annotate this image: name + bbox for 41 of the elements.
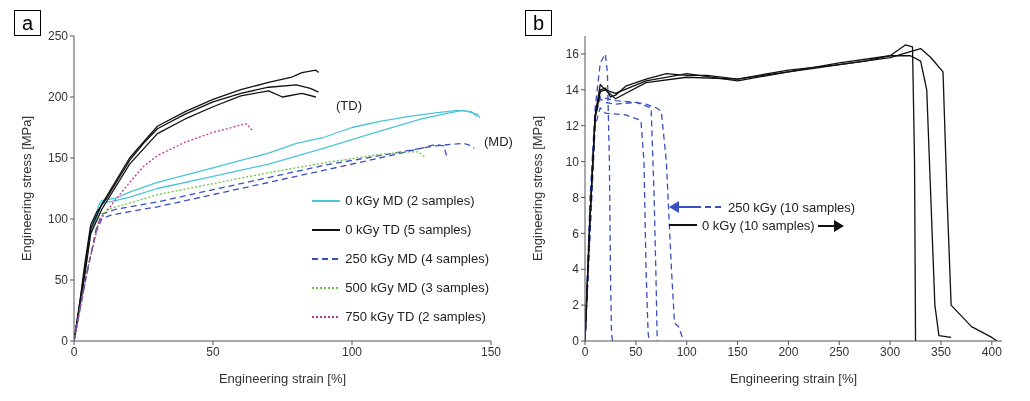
y-tick-label: 0 bbox=[572, 334, 580, 349]
y-tick-label: 0 bbox=[61, 334, 69, 349]
legend-label: 750 kGy TD (2 samples) bbox=[345, 309, 486, 324]
x-tick-label: 400 bbox=[981, 344, 1003, 359]
legend-label: 500 kGy MD (3 samples) bbox=[345, 280, 489, 295]
y-tick-label: 200 bbox=[47, 90, 69, 105]
y-tick-label: 250 bbox=[47, 29, 69, 44]
chart-title: a bbox=[14, 10, 42, 36]
y-tick-label: 150 bbox=[47, 151, 69, 166]
annotation: (TD) bbox=[336, 98, 362, 113]
chart-title: b bbox=[525, 10, 553, 36]
y-tick-label: 100 bbox=[47, 212, 69, 227]
x-axis-title: Engineering strain [%] bbox=[218, 371, 347, 386]
x-tick-label: 100 bbox=[341, 344, 363, 359]
legend-label: 250 kGy MD (4 samples) bbox=[345, 251, 489, 266]
y-tick-label: 8 bbox=[572, 190, 580, 205]
y-tick-label: 6 bbox=[572, 226, 580, 241]
y-tick-label: 2 bbox=[572, 298, 580, 313]
legend-label: 0 kGy TD (5 samples) bbox=[345, 222, 472, 237]
x-tick-label: 350 bbox=[930, 344, 952, 359]
y-tick-label: 12 bbox=[565, 118, 580, 133]
legend-label: 0 kGy (10 samples) bbox=[702, 217, 815, 233]
x-tick-label: 50 bbox=[629, 344, 643, 359]
x-tick-label: 150 bbox=[727, 344, 748, 359]
y-tick-label: 10 bbox=[565, 154, 580, 169]
x-tick-label: 250 bbox=[829, 344, 850, 359]
x-tick-label: 150 bbox=[480, 344, 502, 359]
legend-label: 0 kGy MD (2 samples) bbox=[345, 193, 475, 208]
y-tick-label: 16 bbox=[565, 47, 580, 62]
y-tick-label: 14 bbox=[565, 83, 580, 98]
y-axis-title: Engineering stress [MPa] bbox=[529, 115, 545, 262]
x-tick-label: 300 bbox=[880, 344, 901, 359]
x-tick-label: 200 bbox=[778, 344, 799, 359]
y-axis-title: Engineering stress [MPa] bbox=[18, 115, 34, 262]
annotation: (MD) bbox=[484, 134, 513, 149]
x-tick-label: 100 bbox=[676, 344, 698, 359]
y-tick-label: 4 bbox=[572, 262, 580, 277]
legend-label: 250 kGy (10 samples) bbox=[728, 199, 856, 215]
y-tick-label: 50 bbox=[54, 273, 69, 288]
x-axis-title: Engineering strain [%] bbox=[729, 371, 858, 386]
x-tick-label: 50 bbox=[206, 344, 220, 359]
